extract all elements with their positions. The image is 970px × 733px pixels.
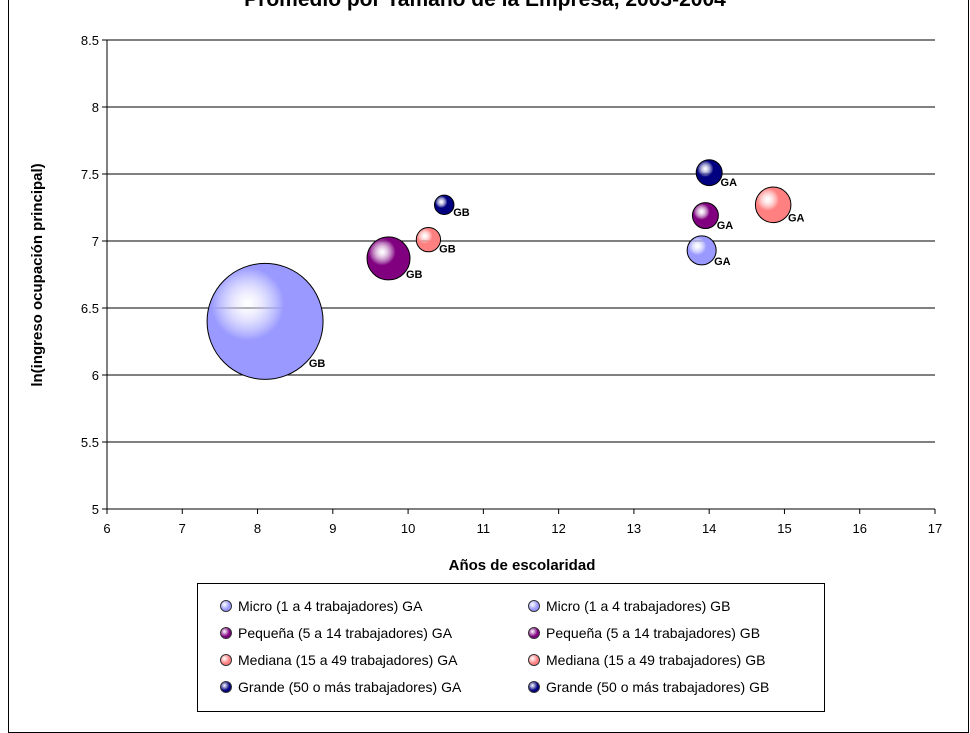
- legend-label: Micro (1 a 4 trabajadores) GB: [546, 597, 731, 614]
- y-tick-label: 8.5: [81, 33, 99, 48]
- legend-item: Mediana (15 a 49 trabajadores) GB: [528, 646, 828, 673]
- bubble-label: GB: [309, 358, 326, 370]
- y-tick-label: 6: [92, 368, 99, 383]
- x-tick-label: 10: [401, 521, 415, 536]
- legend-swatch: [220, 626, 232, 639]
- bubble: [415, 227, 442, 253]
- legend-item: Mediana (15 a 49 trabajadores) GA: [220, 646, 528, 673]
- bubble: [433, 194, 455, 216]
- chart-title: Promedio por Tamaño de la Empresa, 2003-…: [0, 0, 970, 12]
- x-tick-label: 13: [627, 521, 641, 536]
- legend-label: Grande (50 o más trabajadores) GA: [238, 678, 462, 695]
- bubble-label: GA: [788, 213, 805, 225]
- legend-swatch: [220, 599, 232, 612]
- x-tick-label: 6: [103, 521, 110, 536]
- bubble-label: GA: [714, 256, 731, 268]
- bubble: [686, 235, 717, 266]
- bubble-label: GA: [721, 177, 738, 189]
- legend-swatch: [528, 599, 540, 612]
- legend-swatch: [528, 653, 540, 666]
- legend-label: Mediana (15 a 49 trabajadores) GB: [546, 651, 766, 668]
- legend-swatch: [220, 680, 232, 693]
- y-axis-title: ln(ingreso ocupación principal): [29, 163, 46, 386]
- y-tick-label: 5.5: [81, 435, 99, 450]
- y-tick-label: 7: [92, 234, 99, 249]
- y-tick-label: 6.5: [81, 301, 99, 316]
- bubble: [206, 262, 324, 380]
- legend-item: Micro (1 a 4 trabajadores) GB: [528, 592, 828, 619]
- bubble-label: GB: [439, 243, 456, 255]
- legend-label: Pequeña (5 a 14 trabajadores) GB: [546, 624, 761, 641]
- bubble: [691, 202, 719, 230]
- legend-label: Pequeña (5 a 14 trabajadores) GA: [238, 624, 453, 641]
- x-tick-label: 14: [702, 521, 716, 536]
- legend-item: Micro (1 a 4 trabajadores) GA: [220, 592, 528, 619]
- bubble: [695, 159, 723, 187]
- x-tick-label: 16: [852, 521, 866, 536]
- legend-label: Micro (1 a 4 trabajadores) GA: [238, 597, 423, 614]
- bubbles: [206, 159, 792, 380]
- y-tick-label: 8: [92, 100, 99, 115]
- legend-item: Pequeña (5 a 14 trabajadores) GA: [220, 619, 528, 646]
- x-tick-label: 17: [928, 521, 942, 536]
- bubble-label: GA: [717, 220, 734, 232]
- axes: 5 5.5 6 6.5 7 7.5 8 8.5 6 7 8 9 10 11 12 13 14 15 16 17: [81, 33, 942, 536]
- legend-swatch: [528, 626, 540, 639]
- x-tick-label: 7: [179, 521, 186, 536]
- bubble-label: GB: [406, 269, 423, 281]
- legend-label: Grande (50 o más trabajadores) GB: [546, 678, 770, 695]
- legend-swatch: [220, 653, 232, 666]
- bubble-labels: GB GB GA GA GA GA GB GB: [309, 177, 805, 370]
- legend-item: Pequeña (5 a 14 trabajadores) GB: [528, 619, 828, 646]
- x-axis-title: Años de escolaridad: [449, 557, 596, 574]
- legend-item: Grande (50 o más trabajadores) GA: [220, 673, 528, 700]
- bubble: [366, 236, 411, 281]
- legend: Micro (1 a 4 trabajadores) GA Micro (1 a …: [197, 583, 825, 712]
- x-tick-label: 9: [329, 521, 336, 536]
- bubble-label: GB: [453, 207, 470, 219]
- y-tick-label: 5: [92, 502, 99, 517]
- legend-swatch: [528, 680, 540, 693]
- x-tick-label: 8: [254, 521, 261, 536]
- legend-label: Mediana (15 a 49 trabajadores) GA: [238, 651, 458, 668]
- y-tick-label: 7.5: [81, 167, 99, 182]
- x-tick-label: 11: [477, 521, 491, 536]
- legend-item: Grande (50 o más trabajadores) GB: [528, 673, 828, 700]
- bubble: [754, 186, 792, 224]
- x-tick-label: 15: [777, 521, 791, 536]
- x-tick-label: 12: [551, 521, 565, 536]
